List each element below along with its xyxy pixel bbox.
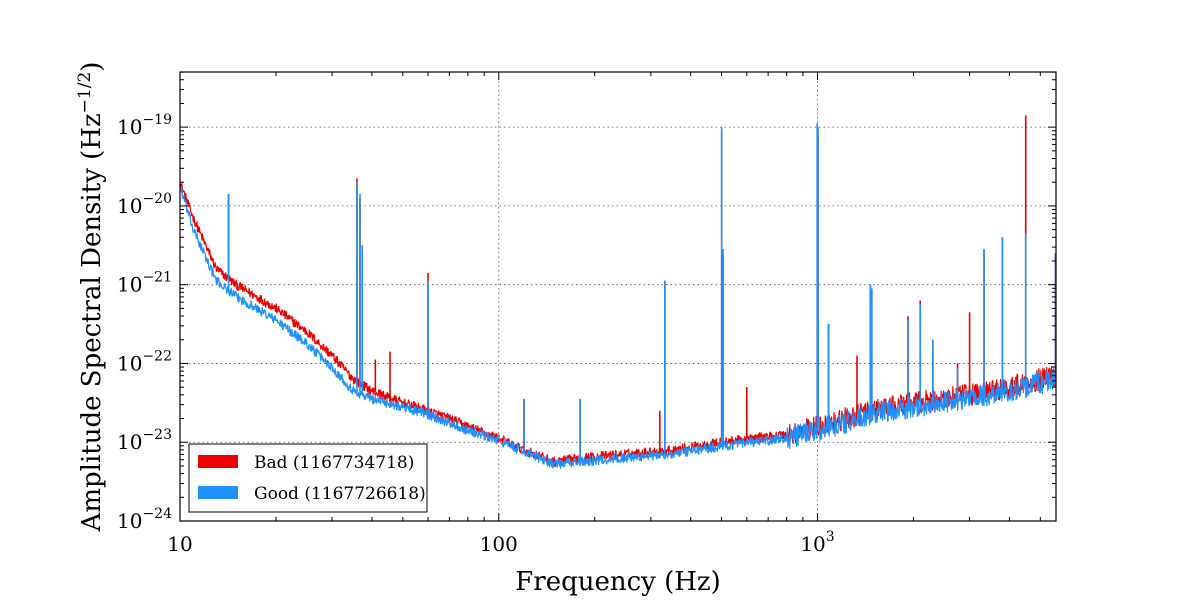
x-tick-label: 10 xyxy=(167,532,192,556)
y-tick-label: 10−24 xyxy=(117,506,172,533)
y-axis-title: Amplitude Spectral Density (Hz−1/2) xyxy=(75,62,107,533)
grid-layer xyxy=(179,72,1056,521)
series-line-0 xyxy=(179,183,1057,468)
series-line-1 xyxy=(179,187,1057,469)
legend-label-bad: Bad (1167734718) xyxy=(254,453,414,473)
legend-swatch-bad xyxy=(198,455,238,468)
y-tick-label: 10−21 xyxy=(117,270,172,297)
y-tick-label: 10−20 xyxy=(117,191,172,218)
legend: Bad (1167734718) Good (1167726618) xyxy=(188,443,428,513)
y-axis-title-close: ) xyxy=(77,62,107,72)
y-tick-label: 10−23 xyxy=(117,427,172,454)
x-tick-layer: 10 100 103 xyxy=(167,72,1041,556)
legend-label-good: Good (1167726618) xyxy=(254,484,426,504)
y-tick-label: 10−22 xyxy=(117,348,172,375)
y-tick-layer: 10−24 10−23 10−22 10−21 10−20 10−19 xyxy=(117,71,1056,533)
y-axis-title-main: Amplitude Spectral Density (Hz xyxy=(77,113,107,532)
y-tick-label: 10−19 xyxy=(117,112,172,139)
y-axis-title-exponent: −1/2 xyxy=(75,72,95,114)
x-tick-label: 100 xyxy=(480,532,518,556)
series-layer xyxy=(179,115,1057,469)
x-tick-label: 103 xyxy=(800,529,834,556)
x-axis-title: Frequency (Hz) xyxy=(515,567,721,597)
legend-swatch-good xyxy=(198,486,238,499)
